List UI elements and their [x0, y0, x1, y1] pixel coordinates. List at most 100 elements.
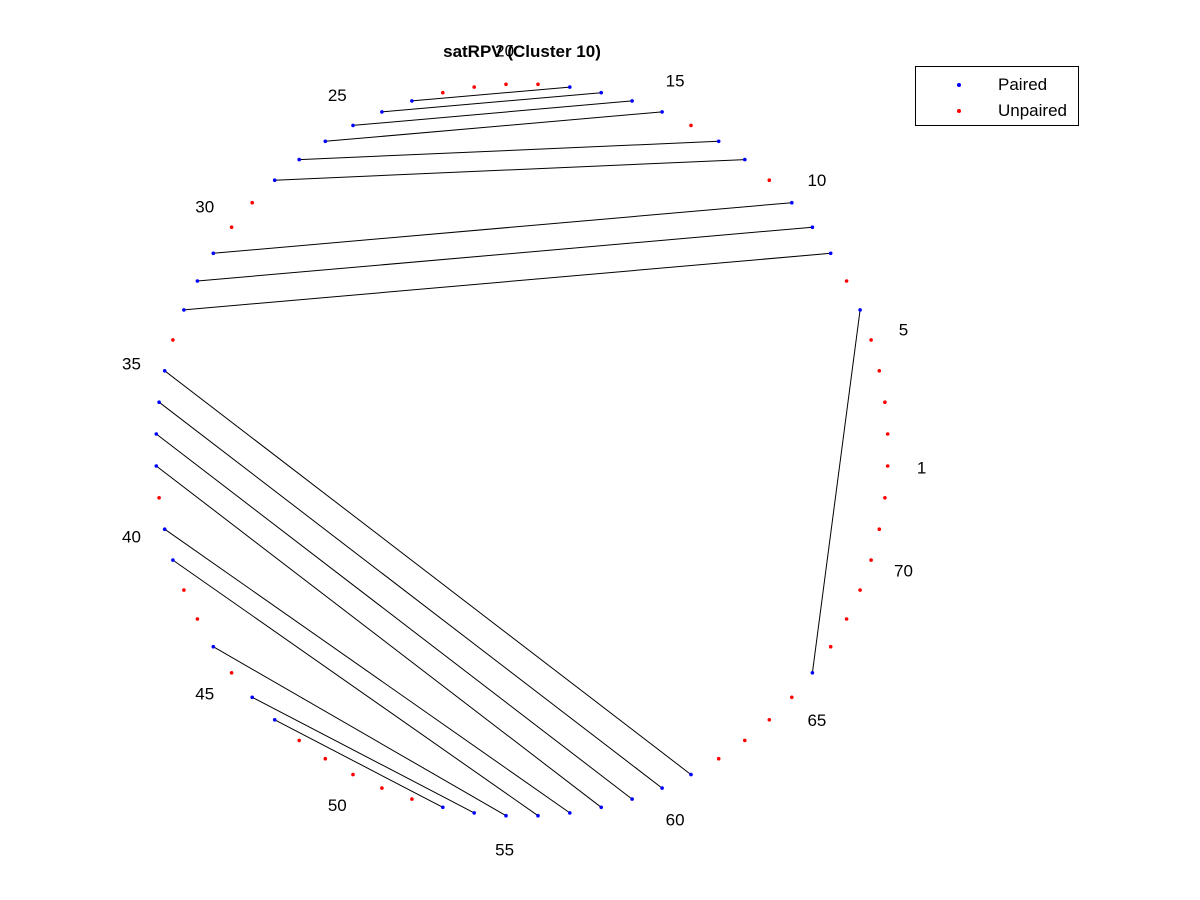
pair-link [381, 92, 602, 113]
unpaired-marker [195, 617, 200, 621]
unpaired-marker [767, 718, 772, 722]
paired-marker [272, 178, 277, 182]
paired-marker [536, 813, 540, 818]
unpaired-marker [441, 90, 445, 95]
paired-marker [162, 527, 167, 531]
paired-marker [154, 432, 159, 436]
paired-marker [472, 811, 477, 815]
index-label: 50 [328, 796, 347, 815]
unpaired-marker [472, 85, 477, 89]
pair-links [155, 86, 861, 817]
paired-marker [211, 251, 216, 256]
pair-link [213, 646, 507, 817]
pair-link [251, 696, 475, 814]
paired-marker [441, 805, 445, 810]
paired-marker [157, 400, 161, 405]
unpaired-marker [351, 772, 355, 777]
unpaired-marker [380, 786, 384, 790]
unpaired-marker [297, 738, 302, 743]
unpaired-marker [885, 464, 890, 468]
index-label: 70 [894, 561, 913, 580]
unpaired-marker [883, 400, 887, 405]
paired-marker [211, 644, 216, 649]
pair-link [197, 226, 813, 282]
unpaired-marker [790, 695, 794, 700]
unpaired-marker [844, 617, 849, 621]
paired-marker [568, 85, 572, 89]
paired-marker [323, 139, 328, 144]
nucleotide-markers [154, 82, 890, 818]
unpaired-marker [182, 588, 186, 592]
pair-link [164, 370, 692, 775]
paired-marker-icon [957, 83, 961, 87]
paired-marker [660, 110, 664, 114]
pair-link [411, 86, 570, 102]
legend: Paired Unpaired [915, 66, 1079, 126]
paired-marker [689, 772, 693, 777]
unpaired-marker [828, 644, 833, 649]
unpaired-marker [883, 496, 887, 500]
unpaired-marker [689, 123, 693, 128]
paired-marker [504, 813, 508, 818]
index-label: 1 [917, 458, 926, 477]
paired-marker [743, 157, 747, 162]
paired-marker [599, 90, 603, 95]
unpaired-marker [229, 671, 234, 675]
index-label: 65 [807, 711, 826, 730]
paired-marker [250, 695, 254, 700]
unpaired-marker [323, 756, 328, 761]
pair-link [172, 559, 539, 817]
unpaired-marker [410, 797, 414, 801]
index-label: 40 [122, 528, 141, 547]
unpaired-marker [858, 588, 862, 592]
paired-marker [716, 139, 721, 144]
pair-link [183, 252, 831, 311]
paired-marker [630, 797, 634, 801]
index-label: 5 [899, 321, 908, 340]
paired-marker [828, 251, 833, 256]
unpaired-marker [743, 738, 747, 743]
pair-link [158, 401, 663, 789]
unpaired-marker [877, 369, 882, 373]
unpaired-marker [885, 432, 890, 436]
unpaired-marker [229, 225, 234, 229]
unpaired-marker [250, 200, 254, 205]
pair-link [164, 528, 571, 814]
pair-link [155, 465, 602, 808]
chart-title: satRPV (Cluster 10) [443, 42, 601, 61]
paired-marker [810, 671, 815, 675]
unpaired-marker [869, 338, 873, 342]
unpaired-marker-icon [957, 109, 961, 113]
paired-marker [810, 225, 815, 229]
index-label: 45 [195, 685, 214, 704]
paired-marker [858, 308, 862, 312]
unpaired-marker [844, 279, 849, 283]
pair-link [155, 433, 633, 800]
index-label: 15 [666, 71, 685, 90]
index-label: 25 [328, 86, 347, 105]
unpaired-marker [536, 82, 540, 87]
pair-link [352, 100, 633, 126]
paired-marker [162, 369, 167, 373]
index-label: 20 [495, 41, 514, 60]
legend-entry-paired: Paired [916, 74, 1078, 96]
pair-link [811, 309, 861, 673]
pair-link [213, 202, 792, 254]
index-label: 55 [495, 841, 514, 860]
paired-marker [154, 464, 159, 468]
paired-marker [630, 99, 634, 103]
index-label: 60 [666, 811, 685, 830]
paired-marker [351, 123, 355, 128]
unpaired-marker [767, 178, 772, 182]
pair-link [274, 719, 444, 808]
pair-link [325, 111, 663, 142]
legend-label-unpaired: Unpaired [998, 101, 1067, 120]
paired-marker [380, 110, 384, 114]
paired-marker [599, 805, 603, 810]
paired-marker [660, 786, 664, 790]
unpaired-marker [877, 527, 882, 531]
legend-label-paired: Paired [998, 75, 1048, 94]
unpaired-marker [157, 496, 161, 500]
